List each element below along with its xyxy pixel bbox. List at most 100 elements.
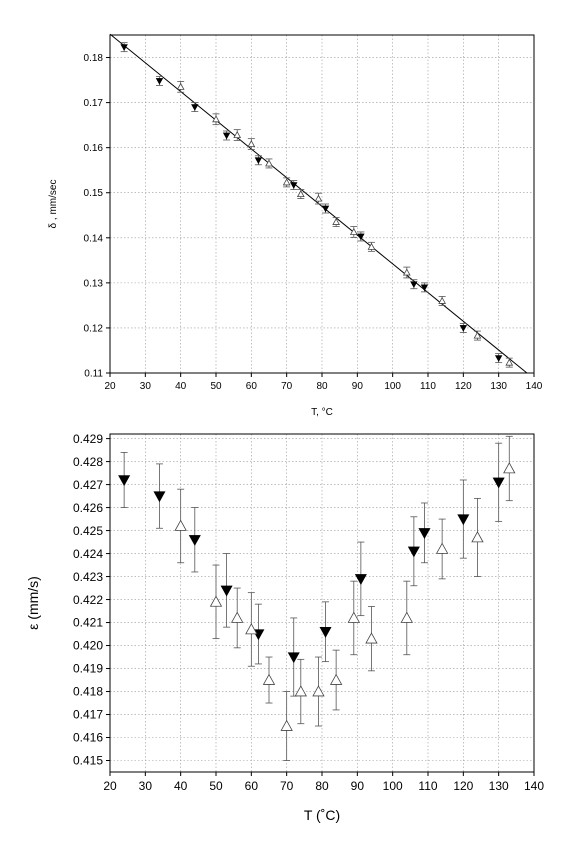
data-point (174, 519, 187, 531)
data-point (492, 477, 505, 489)
y-tick-label: 0.419 (73, 662, 103, 676)
x-tick-label: 100 (383, 779, 403, 793)
data-point (155, 78, 164, 85)
data-point (118, 475, 131, 487)
data-point (290, 182, 298, 189)
x-tick-label: 130 (490, 381, 507, 392)
y-tick-label: 0.423 (73, 570, 103, 584)
data-point (212, 115, 220, 123)
x-tick-label: 70 (280, 779, 294, 793)
data-point (459, 325, 468, 332)
data-point (505, 358, 514, 366)
axis-ticks: 20 30 40 50 60 70 80 90 100 110 120 130 140 0.11 0.12 0… (84, 53, 543, 392)
x-tick-label: 30 (139, 779, 153, 793)
x-tick-label: 40 (175, 381, 187, 392)
data-point (287, 652, 300, 664)
data-point (245, 623, 258, 635)
y-tick-label: 0.17 (84, 98, 104, 109)
data-point (265, 159, 273, 167)
y-tick-label: 0.416 (73, 731, 103, 745)
y-tick-label: 0.421 (73, 616, 103, 630)
x-axis-label: T, °C (311, 407, 333, 418)
y-tick-label: 0.12 (84, 323, 104, 334)
x-tick-label: 80 (316, 381, 328, 392)
x-tick-label: 140 (526, 381, 543, 392)
data-point (400, 611, 413, 623)
x-tick-label: 140 (524, 779, 544, 793)
x-tick-label: 30 (140, 381, 152, 392)
data-point (321, 205, 330, 213)
data-point (365, 632, 378, 644)
x-tick-label: 60 (245, 779, 259, 793)
data-point (407, 546, 420, 558)
x-tick-label: 110 (420, 381, 436, 392)
y-tick-label: 0.15 (84, 188, 104, 199)
data-point (494, 355, 503, 362)
x-tick-label: 130 (489, 779, 509, 793)
data-point (120, 44, 128, 51)
data-point (247, 140, 256, 148)
data-point (319, 627, 332, 638)
data-point (347, 611, 360, 623)
data-point (473, 331, 482, 339)
y-tick-label: 0.13 (84, 278, 104, 289)
y-axis-label: δ , mm/sec (48, 180, 59, 229)
data-point (329, 673, 343, 685)
y-tick-label: 0.424 (73, 547, 103, 561)
data-point (296, 190, 305, 198)
data-point (435, 542, 449, 554)
x-tick-label: 50 (210, 381, 222, 392)
data-point (357, 233, 365, 241)
x-tick-label: 20 (103, 779, 117, 793)
grid (109, 434, 535, 772)
data-point (153, 491, 166, 503)
x-tick-label: 20 (104, 381, 116, 392)
data-points (120, 42, 514, 368)
x-tick-label: 70 (281, 381, 293, 392)
y-tick-label: 0.11 (84, 369, 103, 380)
data-point (332, 218, 341, 225)
y-tick-label: 0.417 (73, 708, 103, 722)
y-tick-label: 0.16 (84, 143, 104, 154)
data-point (220, 585, 233, 597)
data-point (402, 268, 411, 276)
x-axis-label: T (˚C) (304, 807, 340, 823)
data-point (503, 462, 516, 474)
data-point (209, 595, 223, 607)
data-point (191, 104, 199, 111)
data-point (294, 685, 307, 697)
y-tick-label: 0.429 (73, 432, 103, 446)
y-tick-label: 0.426 (73, 501, 103, 515)
data-point (354, 574, 367, 585)
data-point (280, 719, 293, 731)
data-point (188, 535, 201, 546)
data-point (231, 611, 244, 623)
x-tick-label: 100 (384, 381, 401, 392)
bottom-chart: 20 30 40 50 60 70 80 90 100 110 120 130 140 0.415 0.41… (25, 432, 544, 823)
y-tick-label: 0.415 (73, 754, 103, 768)
data-point (471, 531, 484, 543)
data-point (410, 281, 418, 289)
x-tick-label: 40 (174, 779, 188, 793)
x-tick-label: 60 (246, 381, 258, 392)
data-point (349, 227, 358, 235)
data-point (420, 284, 429, 292)
y-tick-label: 0.18 (84, 53, 104, 64)
x-tick-label: 90 (352, 381, 364, 392)
x-tick-label: 50 (209, 779, 223, 793)
data-point (222, 132, 231, 140)
top-chart: 20 30 40 50 60 70 80 90 100 110 120 130 140 0.11 0.12 0… (48, 33, 543, 418)
data-point (176, 82, 185, 90)
y-tick-label: 0.422 (73, 593, 103, 607)
data-point (457, 514, 470, 526)
x-tick-label: 80 (315, 779, 329, 793)
x-tick-label: 120 (453, 779, 473, 793)
y-tick-label: 0.418 (73, 685, 103, 699)
data-point (438, 296, 447, 304)
data-points (118, 435, 516, 761)
y-tick-label: 0.14 (84, 233, 104, 244)
y-tick-label: 0.427 (73, 478, 103, 492)
y-axis-label: ε (mm/s) (25, 576, 41, 630)
data-point (233, 131, 242, 139)
